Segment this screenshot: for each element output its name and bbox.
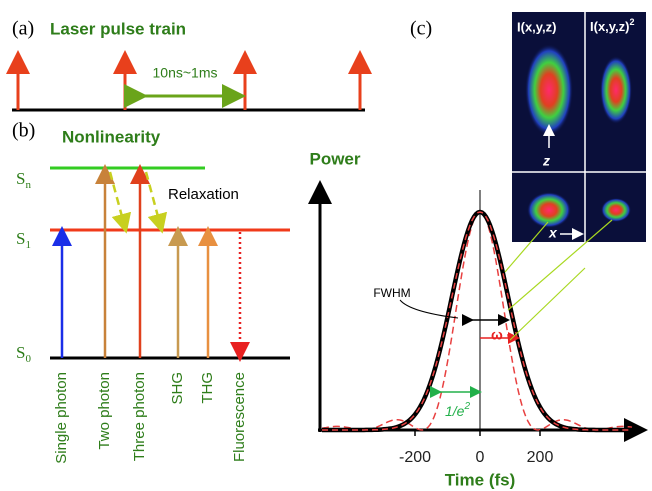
x-tick-label: -200	[399, 449, 431, 466]
panel-label: (a)	[12, 18, 34, 40]
x-tick-label: 200	[527, 449, 554, 466]
wide-pulse	[322, 212, 632, 430]
beam-images	[512, 12, 646, 242]
relaxation-label: Relaxation	[168, 186, 239, 203]
axis-z: z	[542, 153, 550, 169]
pulse-squared	[322, 212, 632, 430]
panel-title: Nonlinearity	[62, 127, 161, 146]
image-label: I(x,y,z)2	[590, 17, 635, 34]
x-axis-label: Time (fs)	[445, 470, 516, 489]
process-label: Two photon	[96, 372, 113, 450]
panel-title: Laser pulse train	[50, 19, 186, 38]
pulse	[322, 212, 632, 430]
width-label-base: 1/e	[445, 403, 465, 419]
image-label: I(x,y,z)	[517, 19, 557, 34]
level-name: S	[16, 229, 25, 248]
panel-label: (b)	[12, 120, 35, 142]
process-label: Single photon	[53, 372, 70, 464]
fwhm-label: FWHM	[373, 286, 410, 300]
level-sub: 0	[25, 353, 31, 365]
level-name: S	[16, 169, 25, 188]
image-label-sup: 2	[630, 17, 635, 27]
y-axis-label: Power	[309, 149, 360, 168]
figure: (a) Laser pulse train 10ns~1ms (b) Nonli…	[0, 0, 652, 491]
process-label: Three photon	[131, 372, 148, 461]
axis-x: x	[548, 225, 558, 241]
omega-label: ω	[491, 327, 503, 343]
process-label: Fluorescence	[231, 372, 248, 462]
level-sub: n	[25, 179, 31, 191]
level-label: Sn	[16, 169, 31, 191]
panel-label: (c)	[410, 18, 432, 40]
width-label: 1/e2	[445, 401, 470, 419]
x-tick-label: 0	[476, 449, 485, 466]
image-label-base: I(x,y,z)	[590, 19, 630, 34]
level-label: S0	[16, 343, 31, 365]
width-label-sup: 2	[463, 401, 470, 412]
level-label: S1	[16, 229, 31, 251]
level-name: S	[16, 343, 25, 362]
interval-label: 10ns~1ms	[153, 65, 218, 81]
level-sub: 1	[25, 239, 31, 251]
process-label: SHG	[169, 372, 186, 405]
process-label: THG	[199, 372, 216, 404]
